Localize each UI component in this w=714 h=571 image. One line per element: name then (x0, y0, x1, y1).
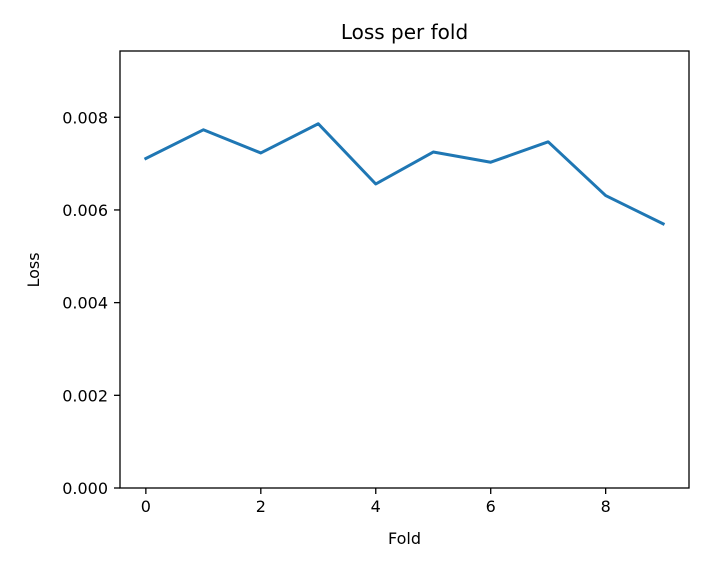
x-tick-label: 8 (601, 497, 611, 516)
x-axis-ticks: 0 2 4 6 8 (141, 488, 611, 516)
series-line (143, 122, 666, 226)
y-tick-label: 0.004 (62, 294, 108, 313)
y-tick-label: 0.000 (62, 479, 108, 498)
y-axis-label: Loss (24, 252, 43, 287)
x-tick-label: 6 (486, 497, 496, 516)
y-tick-label: 0.002 (62, 386, 108, 405)
series-layer (143, 122, 666, 226)
x-tick-label: 2 (256, 497, 266, 516)
y-tick-label: 0.008 (62, 108, 108, 127)
y-tick-label: 0.006 (62, 201, 108, 220)
x-tick-label: 0 (141, 497, 151, 516)
chart-title: Loss per fold (341, 20, 468, 44)
x-tick-label: 4 (371, 497, 381, 516)
x-axis-label: Fold (388, 529, 421, 548)
plot-area-frame (119, 50, 690, 489)
y-axis-ticks: 0.000 0.002 0.004 0.006 0.008 (62, 108, 120, 498)
